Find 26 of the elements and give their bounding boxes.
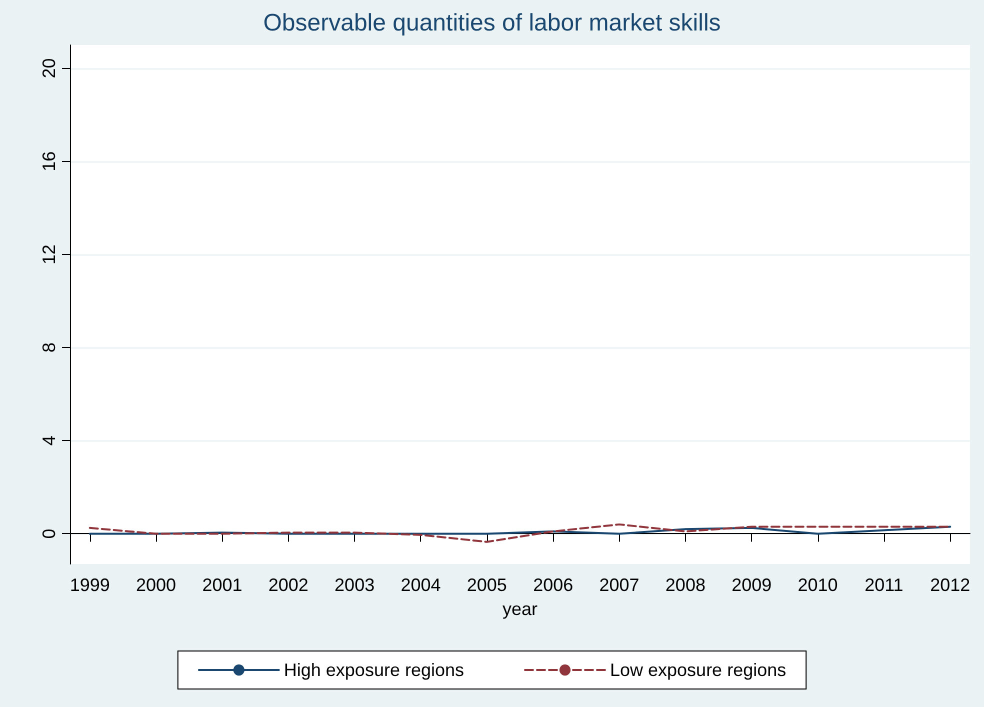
x-tick-label: 2007 xyxy=(599,575,640,595)
chart-title: Observable quantities of labor market skills xyxy=(263,10,721,36)
x-tick-label: 2011 xyxy=(864,575,904,595)
x-tick-label: 2004 xyxy=(400,575,441,595)
x-tick-label: 2001 xyxy=(202,575,242,595)
y-tick-label: 20 xyxy=(39,58,59,78)
x-tick-label: 2003 xyxy=(334,575,375,595)
y-tick-label: 0 xyxy=(39,528,59,539)
x-tick-label: 2000 xyxy=(136,575,176,595)
x-tick-label: 2005 xyxy=(466,575,507,595)
x-tick-label: 2010 xyxy=(798,575,838,595)
x-axis-title: year xyxy=(502,599,538,619)
legend-label: High exposure regions xyxy=(284,660,464,680)
y-tick-label: 16 xyxy=(39,151,59,172)
y-tick-label: 12 xyxy=(39,244,59,264)
x-tick-label: 2009 xyxy=(732,575,772,595)
line-series xyxy=(88,526,952,535)
x-tick-label: 2008 xyxy=(665,575,706,595)
y-tick-label: 4 xyxy=(39,436,59,446)
line-series xyxy=(88,523,952,543)
legend-label: Low exposure regions xyxy=(610,660,786,680)
x-tick-label: 2012 xyxy=(930,575,970,595)
x-tick-label: 1999 xyxy=(70,575,110,595)
x-tick-label: 2006 xyxy=(533,575,574,595)
x-tick-label: 2002 xyxy=(268,575,308,595)
y-tick-label: 8 xyxy=(39,342,59,353)
